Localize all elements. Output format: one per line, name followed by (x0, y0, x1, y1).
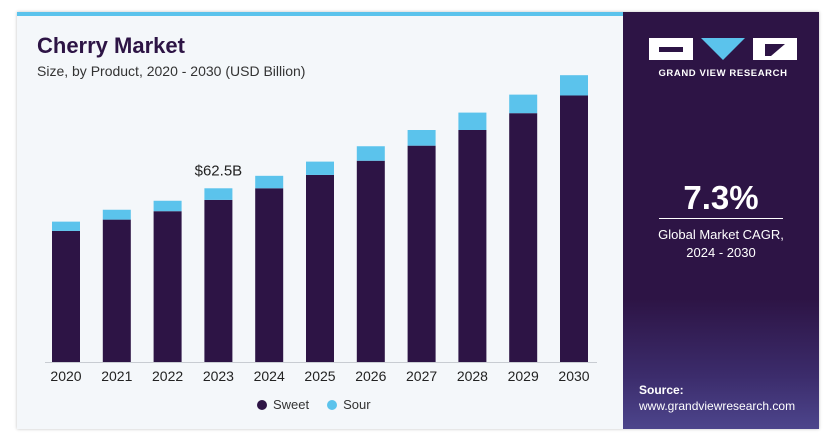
bar-sour-2022 (153, 200, 182, 212)
accent-top-bar (17, 12, 623, 16)
x-tick-label-2029: 2029 (508, 368, 539, 384)
cagr-label: Global Market CAGR, (658, 227, 784, 242)
bar-sour-2025 (306, 161, 334, 175)
chart-subtitle: Size, by Product, 2020 - 2030 (USD Billi… (37, 63, 306, 79)
x-tick-label-2022: 2022 (152, 368, 183, 384)
x-tick-label-2026: 2026 (355, 368, 386, 384)
x-tick-label-2020: 2020 (50, 368, 81, 384)
x-tick-label-2025: 2025 (304, 368, 335, 384)
bar-sweet-2027 (407, 145, 436, 362)
cagr-divider (659, 218, 783, 219)
cagr-label-block: Global Market CAGR, 2024 - 2030 (623, 226, 819, 262)
bar-sweet-2022 (153, 211, 182, 362)
bar-sour-2024 (255, 175, 284, 189)
bar-sour-2030 (560, 75, 588, 96)
bar-sweet-2030 (560, 95, 588, 363)
x-tick-label-2028: 2028 (457, 368, 488, 384)
brand-name: GRAND VIEW RESEARCH (658, 68, 788, 79)
legend-swatch-sweet (257, 399, 267, 410)
bar-sour-2021 (102, 209, 131, 220)
chart-card: Cherry Market Size, by Product, 2020 - 2… (17, 12, 819, 429)
legend-label-sweet: Sweet (273, 397, 310, 412)
bar-sweet-2026 (356, 160, 385, 362)
panel-gradient (623, 299, 819, 429)
bar-sour-2023 (204, 188, 233, 200)
bar-sweet-2028 (458, 130, 487, 362)
bar-sour-2027 (407, 130, 436, 146)
legend-swatch-sour (327, 399, 338, 410)
bar-sweet-2029 (509, 113, 538, 363)
bar-sweet-2024 (255, 188, 284, 362)
brand-block: GRAND VIEW RESEARCH (649, 36, 797, 79)
x-tick-label-2023: 2023 (203, 368, 234, 384)
bar-chart: 2020 2021 2022 2023 $62.5B 2024 2025 2026 2027 20… (45, 75, 597, 384)
bar-sour-2028 (458, 112, 487, 130)
chart-title: Cherry Market (37, 33, 185, 58)
bar-sweet-2020 (52, 230, 80, 362)
brand-logo-icon (649, 38, 797, 60)
data-label-2023: $62.5B (195, 162, 243, 179)
x-tick-label-2021: 2021 (101, 368, 132, 384)
source-label: Source: (639, 383, 684, 397)
legend-item-sour: Sour (327, 397, 371, 412)
bar-sour-2020 (52, 221, 80, 231)
bar-sour-2026 (356, 146, 385, 161)
x-tick-label-2030: 2030 (558, 368, 589, 384)
cagr-period: 2024 - 2030 (686, 245, 756, 260)
x-tick-label-2027: 2027 (406, 368, 437, 384)
legend-item-sweet: Sweet (257, 397, 309, 412)
legend: Sweet Sour (257, 397, 371, 412)
bar-sour-2029 (509, 94, 538, 114)
info-panel: GRAND VIEW RESEARCH 7.3% Global Market C… (623, 12, 819, 429)
bar-sweet-2021 (102, 219, 131, 362)
bar-sweet-2023 (204, 199, 233, 362)
legend-label-sour: Sour (343, 397, 371, 412)
bar-sweet-2025 (306, 174, 334, 362)
source-url: www.grandviewresearch.com (639, 399, 796, 413)
cagr-value: 7.3% (683, 179, 759, 216)
x-tick-label-2024: 2024 (254, 368, 285, 384)
